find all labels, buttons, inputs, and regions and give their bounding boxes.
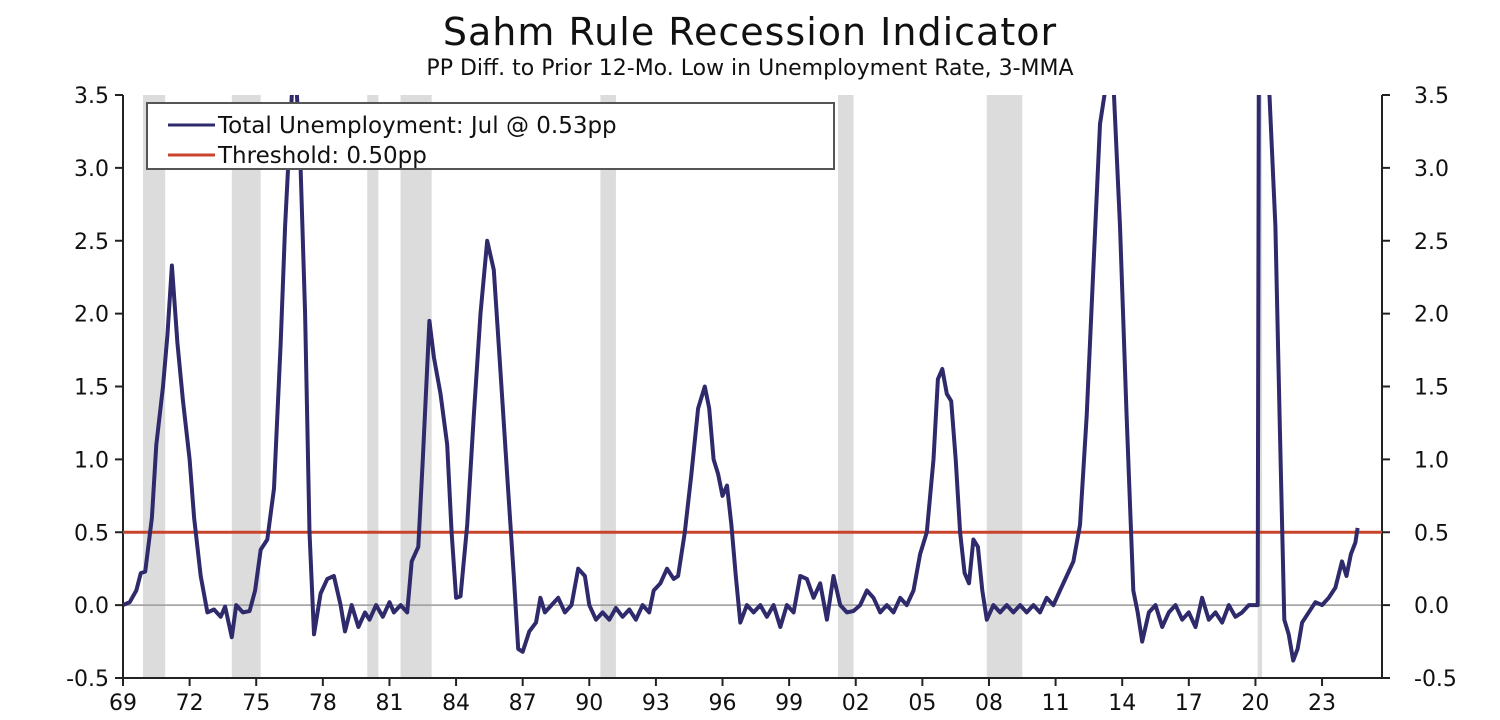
x-tick-label: 99 <box>775 691 803 716</box>
recession-band-5 <box>837 95 854 678</box>
y-tick-label-right: 0.0 <box>1414 594 1449 619</box>
x-tick-label: 14 <box>1108 691 1136 716</box>
y-tick-label-left: 2.5 <box>74 230 109 255</box>
y-tick-label-left: 3.0 <box>74 157 109 182</box>
legend-label-threshold: Threshold: 0.50pp <box>217 143 427 169</box>
x-tick-label: 23 <box>1308 691 1336 716</box>
x-tick-label: 11 <box>1042 691 1070 716</box>
y-tick-label-left: 3.5 <box>74 84 109 109</box>
x-tick-label: 78 <box>309 691 337 716</box>
x-tick-label: 05 <box>908 691 936 716</box>
y-tick-label-left: 1.5 <box>74 376 109 401</box>
x-tick-label: 75 <box>242 691 270 716</box>
x-tick-label: 69 <box>109 691 137 716</box>
y-tick-label-right: 3.5 <box>1414 84 1449 109</box>
y-tick-label-right: 1.0 <box>1414 448 1449 473</box>
x-tick-label: 72 <box>176 691 204 716</box>
x-tick-label: 96 <box>709 691 737 716</box>
y-tick-label-left: 0.5 <box>74 521 109 546</box>
x-tick-label: 02 <box>842 691 870 716</box>
y-tick-label-left: 1.0 <box>74 448 109 473</box>
series-line-unemployment <box>123 95 1360 663</box>
y-tick-label-right: 2.0 <box>1414 303 1449 328</box>
recession-band-4 <box>600 95 616 678</box>
x-tick-label: 84 <box>442 691 470 716</box>
x-tick-label: 81 <box>375 691 403 716</box>
legend: Total Unemployment: Jul @ 0.53pp Thresho… <box>146 102 835 170</box>
y-tick-label-right: 0.5 <box>1414 521 1449 546</box>
y-tick-label-left: 0.0 <box>74 594 109 619</box>
x-tick-label: 08 <box>975 691 1003 716</box>
legend-box <box>146 102 835 170</box>
x-tick-label: 17 <box>1175 691 1203 716</box>
chart-subtitle: PP Diff. to Prior 12-Mo. Low in Unemploy… <box>426 56 1074 81</box>
recession-band-6 <box>986 95 1023 678</box>
x-tick-label: 20 <box>1241 691 1269 716</box>
y-tick-label-right: -0.5 <box>1414 667 1457 692</box>
recession-band-2 <box>367 95 379 678</box>
x-tick-label: 90 <box>575 691 603 716</box>
y-tick-label-right: 3.0 <box>1414 157 1449 182</box>
chart-title: Sahm Rule Recession Indicator <box>442 10 1058 54</box>
axes-group: -0.5 -0.5 0.0 0.0 0.5 0.5 1.0 1.0 1.5 1.5 2.0 2.0 2.… <box>66 84 1457 716</box>
legend-label-unemployment: Total Unemployment: Jul @ 0.53pp <box>217 113 617 139</box>
y-tick-label-right: 2.5 <box>1414 230 1449 255</box>
y-tick-label-left: -0.5 <box>66 667 109 692</box>
x-tick-label: 87 <box>509 691 537 716</box>
y-tick-label-right: 1.5 <box>1414 376 1449 401</box>
y-tick-label-left: 2.0 <box>74 303 109 328</box>
x-tick-label: 93 <box>642 691 670 716</box>
series-group <box>123 95 1382 663</box>
